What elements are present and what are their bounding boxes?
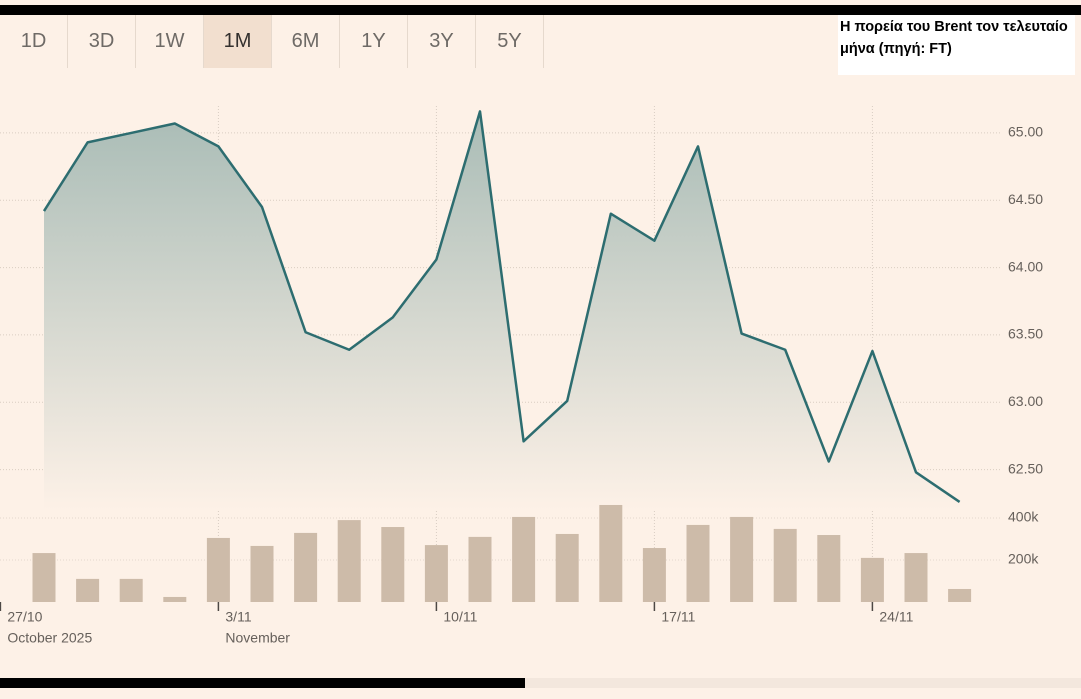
range-tab[interactable]: 3D (68, 15, 136, 68)
range-tab[interactable]: 1W (136, 15, 204, 68)
volume-bar (904, 553, 928, 602)
volume-bar (163, 596, 187, 602)
range-tabs: 1D 3D 1W 1M 6M 1Y 3Y 5Y (0, 15, 544, 68)
range-tab[interactable]: 1M (204, 15, 272, 68)
y-tick-label: 63.50 (1008, 326, 1043, 342)
month-label: October 2025 (7, 630, 92, 646)
volume-bar (76, 578, 100, 602)
volume-bar (730, 516, 754, 602)
range-tab[interactable]: 5Y (476, 15, 544, 68)
y-tick-label: 65.00 (1008, 124, 1043, 140)
volume-bar (599, 504, 623, 602)
y-tick-label: 64.50 (1008, 191, 1043, 207)
annotation: Η πορεία του Brent τον τελευταίο μήνα (π… (838, 15, 1075, 75)
volume-bar (642, 548, 666, 602)
price-line (42, 110, 961, 503)
price-area (44, 111, 960, 511)
volume-bar (817, 535, 841, 602)
volume-bar (555, 533, 579, 602)
y-tick-label: 64.00 (1008, 258, 1043, 274)
volume-bar (860, 557, 884, 602)
progress-track (525, 678, 1081, 688)
y-tick-label: 63.00 (1008, 393, 1043, 409)
volume-bar (206, 537, 230, 602)
progress (0, 678, 525, 688)
volume-bar (294, 532, 318, 602)
x-tick-label: 3/11 (225, 609, 251, 625)
y-tick-label: 62.50 (1008, 460, 1043, 476)
x-tick-label: 27/10 (7, 609, 42, 625)
x-tick-label: 10/11 (443, 609, 477, 625)
month-label: November (225, 630, 290, 646)
volume-bar (250, 545, 274, 602)
y2-tick-label: 400k (1008, 509, 1039, 525)
volume-bar (119, 578, 143, 602)
volume-bar (337, 520, 361, 602)
y2-tick-label: 200k (1008, 551, 1039, 567)
range-tab[interactable]: 1Y (340, 15, 408, 68)
x-tick-label: 24/11 (879, 609, 913, 625)
range-tab[interactable]: 6M (272, 15, 340, 68)
top-bar (0, 5, 1081, 15)
range-tab[interactable]: 1D (0, 15, 68, 68)
range-tab[interactable]: 3Y (408, 15, 476, 68)
volume-bar (512, 516, 536, 602)
volume-bar (32, 553, 56, 602)
volume-bar (773, 528, 797, 602)
x-tick-label: 17/11 (661, 609, 695, 625)
volume-bar (468, 536, 492, 602)
volume-bar (381, 527, 405, 602)
volume-bar (948, 588, 972, 602)
volume-bar (424, 545, 448, 602)
volume-bar (686, 524, 710, 602)
